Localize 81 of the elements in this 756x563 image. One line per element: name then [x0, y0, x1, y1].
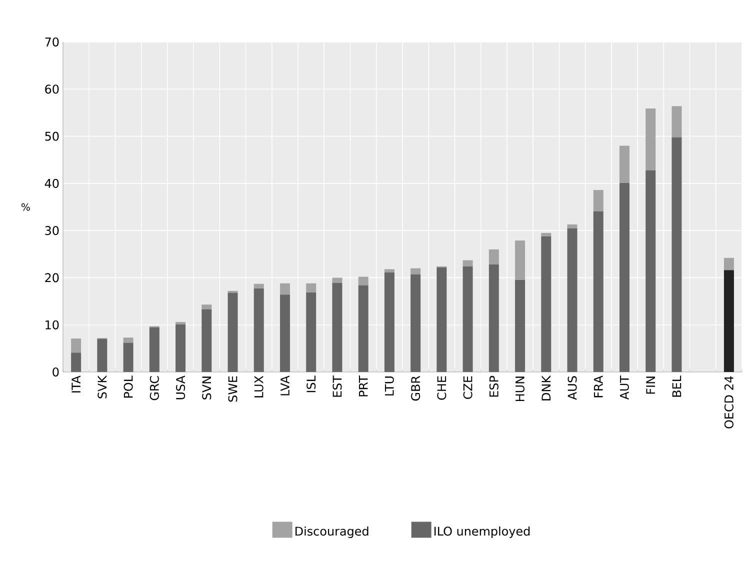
bar	[149, 327, 160, 372]
y-tick-label: 40	[44, 178, 59, 188]
x-tick-label: SVN	[202, 376, 212, 400]
bar	[593, 190, 604, 212]
y-tick-label: 50	[45, 132, 59, 141]
bar	[71, 338, 82, 353]
y-tick-label: 0	[52, 367, 59, 377]
bar	[410, 268, 421, 274]
x-tick-label: CHE	[437, 376, 446, 400]
y-tick-label: 60	[45, 84, 59, 94]
bar	[724, 270, 734, 372]
x-tick-label: FIN	[646, 376, 655, 394]
bar	[176, 324, 186, 372]
bar	[567, 228, 578, 372]
bar	[646, 108, 656, 170]
bar	[332, 278, 342, 283]
bar	[567, 224, 578, 228]
bar	[724, 258, 734, 270]
bar	[488, 249, 499, 264]
bar	[646, 170, 656, 372]
bar	[254, 288, 264, 372]
bar	[488, 264, 499, 372]
bar	[306, 283, 316, 292]
bar	[462, 266, 473, 372]
bar	[410, 274, 421, 372]
bar	[358, 285, 368, 372]
bar	[515, 240, 526, 280]
bar	[541, 236, 552, 372]
x-tick-label: HUN	[516, 376, 524, 402]
x-tick-label: GRC	[150, 376, 159, 400]
x-tick-label: GBR	[411, 376, 420, 401]
bar	[280, 294, 290, 372]
x-tick-label: AUS	[568, 376, 577, 400]
bar	[123, 342, 134, 372]
x-tick-label: LTU	[385, 376, 394, 396]
y-axis-title: %	[21, 203, 30, 211]
x-tick-label: POL	[124, 376, 133, 398]
bar	[462, 260, 473, 266]
x-tick-label: PRT	[358, 375, 368, 396]
bar	[384, 269, 394, 273]
x-tick-label: ESP	[489, 376, 498, 397]
bar	[619, 182, 630, 372]
bar	[71, 352, 82, 372]
bar	[97, 338, 108, 372]
x-tick-label: FRA	[594, 376, 603, 398]
x-tick-label: CZE	[463, 376, 472, 399]
bar	[280, 283, 290, 295]
y-tick-label: 70	[45, 37, 59, 47]
x-tick-label: LUX	[254, 376, 264, 398]
bar	[515, 280, 526, 372]
legend-label: Discouraged	[296, 526, 368, 538]
bar	[202, 309, 212, 372]
x-tick-label: LVA	[280, 376, 290, 396]
bar	[202, 304, 212, 310]
y-tick-label: 10	[46, 320, 59, 330]
x-tick-label: DNK	[542, 375, 550, 400]
bar	[384, 272, 394, 372]
x-tick-label: AUT	[620, 375, 629, 400]
bar	[619, 146, 630, 183]
x-tick-label: SVK	[98, 375, 107, 398]
bar	[672, 106, 682, 138]
y-tick-label: 20	[45, 273, 59, 282]
x-tick-label: ITA	[72, 376, 80, 392]
x-tick-label: SWE	[228, 376, 238, 402]
x-tick-label: BEL	[672, 376, 682, 397]
y-tick-label: 30	[45, 226, 59, 236]
bar	[332, 282, 342, 372]
bar	[436, 267, 447, 372]
x-tick-label: EST	[332, 375, 342, 397]
x-tick-label: OECD 24	[724, 376, 734, 428]
bar	[254, 284, 264, 289]
bar	[541, 232, 552, 236]
bar	[672, 137, 682, 372]
bar	[123, 338, 134, 343]
x-tick-label: ISL	[306, 376, 316, 392]
bar	[358, 276, 368, 286]
legend-label: ILO unemployed	[434, 526, 530, 538]
bar	[593, 211, 604, 372]
bar	[306, 292, 316, 372]
x-tick-label: USA	[176, 376, 186, 400]
bar	[228, 292, 238, 372]
